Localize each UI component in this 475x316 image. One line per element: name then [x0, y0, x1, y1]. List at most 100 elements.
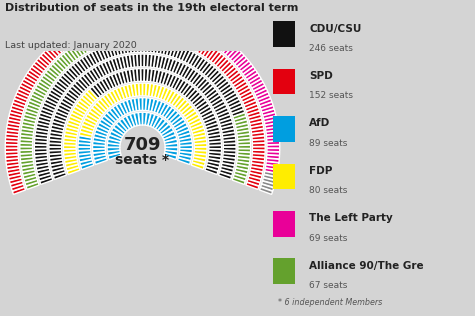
Polygon shape: [60, 36, 70, 48]
Polygon shape: [64, 155, 77, 160]
Polygon shape: [46, 48, 57, 59]
Polygon shape: [53, 118, 66, 125]
Polygon shape: [66, 92, 77, 102]
Polygon shape: [194, 150, 207, 155]
Polygon shape: [21, 167, 35, 172]
Polygon shape: [95, 18, 102, 31]
Polygon shape: [96, 126, 109, 134]
Polygon shape: [144, 10, 148, 23]
Polygon shape: [144, 25, 148, 38]
Polygon shape: [218, 115, 231, 122]
Polygon shape: [137, 69, 141, 82]
Polygon shape: [208, 92, 219, 102]
Bar: [273, 211, 295, 237]
Text: AfD: AfD: [309, 118, 330, 128]
Polygon shape: [8, 116, 21, 122]
Polygon shape: [108, 44, 115, 57]
Polygon shape: [169, 75, 177, 88]
Polygon shape: [76, 60, 86, 72]
Polygon shape: [12, 187, 26, 194]
Polygon shape: [50, 129, 63, 134]
Polygon shape: [177, 16, 183, 29]
Polygon shape: [236, 123, 248, 129]
Polygon shape: [221, 125, 234, 131]
Polygon shape: [137, 40, 141, 52]
Polygon shape: [189, 71, 199, 83]
Polygon shape: [247, 107, 259, 114]
Polygon shape: [49, 136, 62, 141]
Polygon shape: [218, 39, 228, 50]
Polygon shape: [265, 120, 277, 125]
Polygon shape: [110, 90, 118, 103]
Polygon shape: [66, 127, 78, 133]
Polygon shape: [203, 86, 215, 97]
Polygon shape: [141, 10, 144, 23]
Polygon shape: [85, 22, 93, 35]
Polygon shape: [37, 120, 50, 126]
Text: Last updated: January 2020: Last updated: January 2020: [5, 41, 136, 50]
Polygon shape: [56, 81, 67, 91]
Polygon shape: [184, 67, 193, 80]
Polygon shape: [72, 83, 84, 94]
Polygon shape: [225, 93, 238, 102]
Polygon shape: [185, 111, 198, 120]
Polygon shape: [171, 76, 180, 89]
Polygon shape: [54, 115, 67, 122]
Polygon shape: [246, 182, 259, 189]
Polygon shape: [160, 103, 169, 116]
Polygon shape: [234, 171, 247, 178]
Polygon shape: [191, 125, 204, 132]
Polygon shape: [107, 148, 120, 151]
Polygon shape: [25, 111, 38, 118]
Polygon shape: [55, 111, 68, 119]
Polygon shape: [174, 15, 180, 28]
Polygon shape: [213, 75, 225, 86]
Polygon shape: [107, 150, 120, 155]
Polygon shape: [263, 175, 276, 180]
Polygon shape: [127, 99, 133, 112]
Polygon shape: [98, 80, 108, 93]
Polygon shape: [67, 167, 80, 174]
Polygon shape: [165, 143, 178, 147]
Polygon shape: [220, 122, 233, 128]
Polygon shape: [180, 141, 192, 146]
Polygon shape: [228, 48, 239, 59]
Polygon shape: [80, 76, 91, 88]
Polygon shape: [153, 116, 162, 129]
Polygon shape: [180, 32, 187, 45]
Polygon shape: [98, 64, 107, 76]
Polygon shape: [259, 99, 272, 106]
Polygon shape: [58, 56, 69, 68]
Polygon shape: [27, 104, 40, 111]
Polygon shape: [6, 155, 19, 159]
Polygon shape: [93, 84, 103, 96]
Polygon shape: [26, 107, 38, 114]
Polygon shape: [192, 22, 200, 35]
Polygon shape: [190, 92, 201, 103]
Polygon shape: [89, 69, 98, 82]
Polygon shape: [85, 38, 94, 51]
Text: 89 seats: 89 seats: [309, 139, 347, 148]
Polygon shape: [95, 65, 104, 78]
Polygon shape: [82, 40, 90, 52]
Polygon shape: [127, 84, 133, 97]
Polygon shape: [37, 168, 50, 174]
Polygon shape: [249, 173, 262, 179]
Polygon shape: [247, 111, 260, 118]
Polygon shape: [183, 108, 195, 118]
Polygon shape: [13, 99, 26, 106]
Polygon shape: [266, 127, 279, 131]
Polygon shape: [157, 56, 162, 69]
Polygon shape: [9, 175, 22, 180]
Polygon shape: [77, 78, 88, 89]
Polygon shape: [75, 81, 86, 92]
Polygon shape: [112, 43, 118, 56]
Polygon shape: [12, 102, 25, 109]
Polygon shape: [91, 19, 99, 32]
Polygon shape: [41, 53, 52, 64]
Polygon shape: [65, 70, 76, 81]
Polygon shape: [180, 145, 192, 149]
Polygon shape: [157, 41, 162, 54]
Polygon shape: [252, 140, 265, 143]
Polygon shape: [81, 162, 94, 169]
